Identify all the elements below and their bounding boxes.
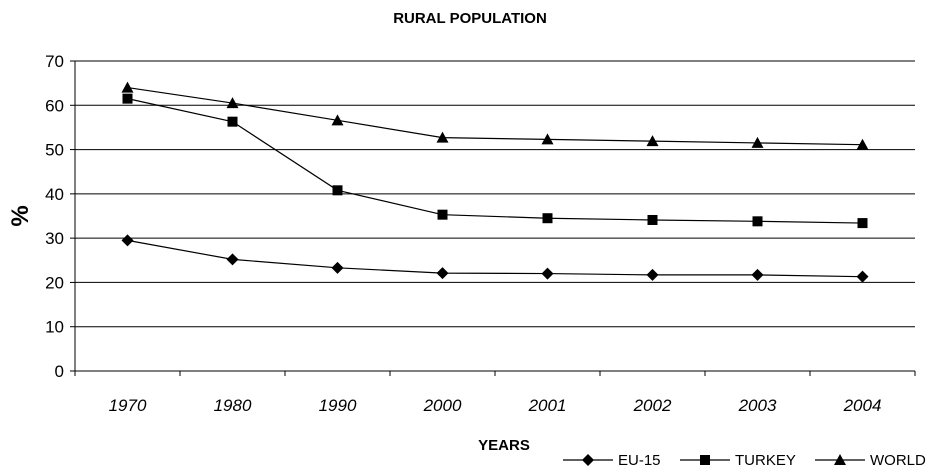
legend-item-turkey: TURKEY <box>680 452 796 468</box>
x-axis-label: YEARS <box>478 437 530 454</box>
legend-label: EU-15 <box>618 452 661 468</box>
y-tick-label: 50 <box>45 141 64 160</box>
triangle-marker <box>436 131 449 143</box>
diamond-marker <box>646 268 659 281</box>
triangle-marker <box>226 97 239 109</box>
square-marker <box>437 209 448 220</box>
x-tick-label: 2003 <box>738 396 777 415</box>
x-tick-label: 2001 <box>528 396 567 415</box>
diamond-marker <box>856 270 869 283</box>
y-axis-label: % <box>7 205 34 226</box>
triangle-marker <box>331 114 344 126</box>
square-marker <box>227 116 238 127</box>
square-marker <box>700 455 710 465</box>
x-tick-labels: 1970 1980 1990 2000 2001 2002 2003 2004 <box>74 371 916 415</box>
y-tick-label: 60 <box>45 96 64 115</box>
diamond-marker <box>331 261 344 274</box>
series-world <box>121 81 869 150</box>
y-tick-label: 40 <box>45 185 64 204</box>
y-tick-label: 10 <box>45 318 64 337</box>
legend-label: TURKEY <box>735 452 796 468</box>
triangle-marker <box>121 81 134 93</box>
x-tick-label: 2002 <box>633 396 672 415</box>
square-marker <box>857 218 868 229</box>
triangle-marker <box>834 454 846 465</box>
series-line-eu-15 <box>127 239 863 278</box>
gridlines <box>75 60 915 328</box>
diamond-marker <box>541 267 554 280</box>
legend: EU-15 TURKEY WORLD <box>563 452 926 468</box>
y-tick-label: 30 <box>45 229 64 248</box>
triangle-marker <box>646 135 659 147</box>
square-marker <box>122 93 133 104</box>
y-tick-label: 20 <box>45 273 64 292</box>
square-marker <box>647 214 658 225</box>
x-tick-label: 1970 <box>109 396 147 415</box>
chart-title: RURAL POPULATION <box>393 10 547 27</box>
diamond-marker <box>582 454 594 466</box>
legend-item-eu-15: EU-15 <box>563 452 661 468</box>
legend-item-world: WORLD <box>815 452 926 468</box>
diamond-marker <box>226 253 239 266</box>
square-marker <box>752 216 763 227</box>
series-turkey <box>122 93 868 229</box>
square-marker <box>332 185 343 196</box>
series-line-turkey <box>127 98 863 224</box>
diamond-marker <box>121 234 134 247</box>
series-eu-15 <box>121 234 869 283</box>
square-marker <box>542 213 553 224</box>
triangle-marker <box>751 136 764 148</box>
legend-label: WORLD <box>870 452 926 468</box>
series-line-world <box>127 86 863 146</box>
x-tick-label: 1980 <box>214 396 252 415</box>
triangle-marker <box>856 138 869 150</box>
y-tick-labels: 0 10 20 30 40 50 60 70 <box>45 52 75 381</box>
x-tick-label: 1990 <box>319 396 357 415</box>
y-tick-label: 0 <box>55 362 64 381</box>
data-series <box>121 81 869 283</box>
triangle-marker <box>541 133 554 145</box>
x-tick-label: 2004 <box>843 396 882 415</box>
x-tick-label: 2000 <box>423 396 462 415</box>
y-tick-label: 70 <box>45 52 64 71</box>
diamond-marker <box>436 267 449 280</box>
diamond-marker <box>751 268 764 281</box>
